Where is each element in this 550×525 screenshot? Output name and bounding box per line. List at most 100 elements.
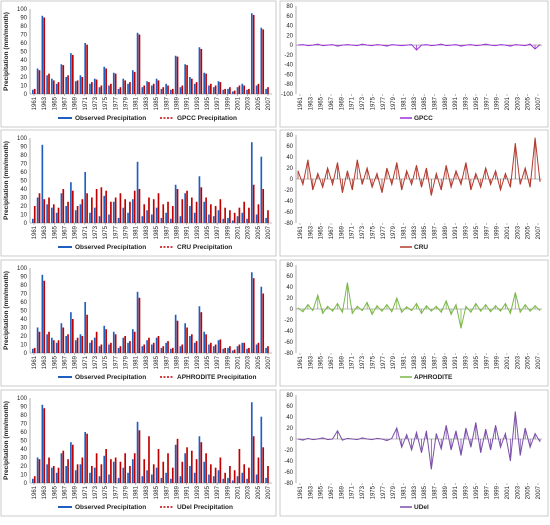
right-0-xtick-label: 2007 (536, 96, 542, 110)
product-bar (67, 75, 69, 94)
product-bar (119, 346, 122, 353)
observed-bar (260, 156, 263, 223)
observed-bar (217, 470, 220, 483)
panel-0-left: 0 10 20 30 40 50 60 70 80 90 100 Precipitation (mm/… (0, 0, 277, 128)
product-bar (86, 44, 88, 94)
right-1-xtick-label: 2003 (515, 225, 521, 239)
y-tick-label: 50 (20, 179, 27, 185)
observed-bar (155, 207, 158, 223)
left-1-xtick-label: 1983 (144, 225, 150, 239)
observed-bar (246, 348, 248, 353)
product-bar (38, 459, 41, 483)
observed-bar (174, 444, 177, 483)
legend-product-label: GPCC Precipitation (177, 115, 237, 122)
right-1-xtick-label: 1999 (495, 225, 501, 239)
panel-0-right: 80 60 40 20 0 -20 -40 -60 -80 -100 1961 1963 1965 196… (279, 0, 549, 128)
product-bar (148, 82, 150, 94)
right-1-xtick-label: 2005 (526, 225, 532, 239)
observed-bar (260, 27, 263, 95)
observed-bar (250, 13, 253, 94)
right-2-xtick-label: 1975 (370, 355, 376, 369)
product-bar (162, 461, 165, 483)
left-2-xtick-label: 2005 (256, 355, 262, 369)
observed-bar (60, 323, 63, 353)
observed-bar (89, 212, 91, 223)
product-bar (100, 464, 103, 483)
left-0-xtick-label: 1987 (164, 96, 170, 110)
product-bar (262, 189, 265, 223)
right-3-xtick-label: 1969 (339, 485, 345, 499)
left-1-xtick-label: 1979 (124, 225, 130, 239)
right-2-xtick-label: 1967 (329, 355, 335, 369)
product-bar (124, 336, 127, 353)
product-bar (43, 199, 46, 223)
product-bar (148, 436, 150, 483)
product-bar (167, 201, 169, 223)
observed-bar (41, 144, 44, 223)
product-bar (252, 184, 255, 223)
observed-bar (151, 474, 153, 483)
left-0-xtick-label: 1997 (215, 96, 221, 110)
y-tick-label: -80 (284, 351, 293, 357)
observed-bar (74, 340, 77, 353)
product-bar (267, 87, 269, 94)
product-bar (133, 71, 136, 94)
observed-bar (51, 78, 53, 94)
observed-bar (265, 217, 267, 223)
product-bar (43, 408, 46, 483)
product-bar (133, 331, 136, 353)
observed-bar (84, 172, 87, 223)
left-3-xtick-label: 1989 (174, 485, 180, 499)
y-tick-label: 20 (286, 426, 293, 432)
right-2-xtick-label: 1995 (474, 355, 480, 369)
observed-bar (60, 64, 63, 94)
y-tick-label: 40 (20, 58, 27, 64)
observed-bar (84, 302, 87, 353)
left-1-xtick-label: 1973 (93, 225, 99, 239)
observed-bar (60, 193, 63, 223)
product-bar (95, 331, 98, 353)
right-0-xtick-label: 1965 (319, 96, 325, 110)
y-tick-label: 80 (286, 133, 293, 139)
product-bar (62, 65, 65, 94)
product-bar (105, 68, 107, 94)
observed-bar (227, 88, 229, 94)
y-tick-label: 80 (286, 263, 293, 269)
observed-bar (265, 477, 267, 483)
observed-bar (131, 199, 134, 223)
observed-bar (131, 459, 134, 483)
observed-bar (151, 85, 153, 94)
y-tick-label: 80 (286, 4, 293, 10)
difference-line (297, 411, 541, 470)
observed-bar (46, 75, 48, 94)
observed-bar (60, 453, 63, 483)
observed-bar (41, 404, 44, 483)
observed-bar (203, 461, 206, 483)
observed-bar (108, 214, 110, 223)
product-bar (267, 346, 269, 353)
legend-product-label: APHRODITE Precipitation (177, 374, 256, 381)
product-bar (152, 464, 155, 483)
product-bar (219, 457, 222, 483)
product-bar (119, 87, 122, 94)
observed-bar (36, 457, 39, 483)
observed-bar (174, 55, 177, 94)
product-bar (205, 73, 207, 94)
legend-product-label: UDel Precipitation (177, 504, 233, 511)
product-bar (157, 336, 160, 353)
y-tick-label: 60 (20, 41, 27, 47)
right-3-xtick-label: 1985 (422, 485, 428, 499)
right-3-xtick-label: 1993 (464, 485, 470, 499)
left-2-xtick-label: 1975 (103, 355, 109, 369)
product-bar (76, 206, 79, 223)
left-2-xtick-label: 1985 (154, 355, 160, 369)
right-1-xtick-label: 1983 (412, 225, 418, 239)
observed-bar (84, 432, 87, 483)
observed-bar (89, 342, 91, 353)
product-bar (190, 450, 193, 483)
y-tick-label: 10 (20, 343, 27, 349)
right-1-xtick-label: 1989 (443, 225, 449, 239)
observed-bar (32, 89, 34, 94)
right-2-xtick-label: 1961 (298, 355, 304, 369)
observed-bar (241, 212, 244, 223)
